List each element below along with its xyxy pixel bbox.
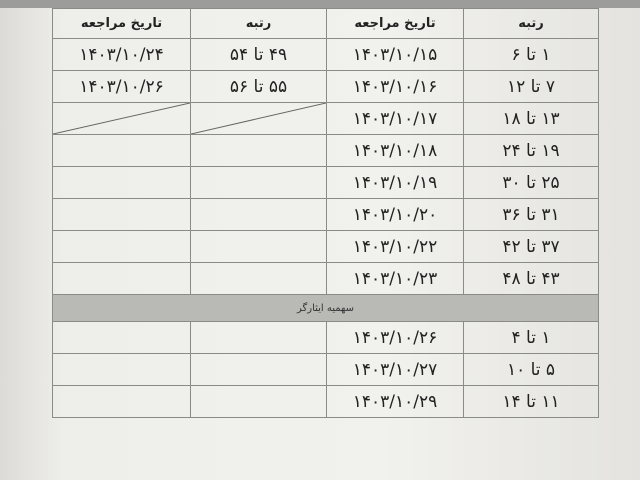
table-cell (52, 198, 191, 231)
table-cell: ۳۷ تا ۴۲ (463, 230, 599, 263)
crossed-out-cell (190, 102, 327, 135)
header-rank: رتبه (463, 8, 599, 39)
diagonal-line (53, 103, 190, 134)
table-row: ۱ تا ۶ ۱۴۰۳/۱۰/۱۵ ۴۹ تا ۵۴ ۱۴۰۳/۱۰/۲۴ (52, 38, 599, 71)
table-row: ۱۳ تا ۱۸ ۱۴۰۳/۱۰/۱۷ (52, 102, 599, 135)
table-cell: ۱۴۰۳/۱۰/۲۳ (326, 262, 464, 295)
table-cell (190, 134, 327, 167)
table-cell: ۱۴۰۳/۱۰/۲۰ (326, 198, 464, 231)
table-cell: ۳۱ تا ۳۶ (463, 198, 599, 231)
table-row: ۵ تا ۱۰ ۱۴۰۳/۱۰/۲۷ (52, 353, 599, 386)
table-cell (52, 134, 191, 167)
table-cell: ۱۴۰۳/۱۰/۱۹ (326, 166, 464, 199)
table-cell (52, 385, 191, 418)
table-cell (52, 166, 191, 199)
table-row: ۳۱ تا ۳۶ ۱۴۰۳/۱۰/۲۰ (52, 198, 599, 231)
table-row: ۴۳ تا ۴۸ ۱۴۰۳/۱۰/۲۳ (52, 262, 599, 295)
table-row: ۱۹ تا ۲۴ ۱۴۰۳/۱۰/۱۸ (52, 134, 599, 167)
table-cell: ۱۴۰۳/۱۰/۲۶ (326, 321, 464, 354)
table-cell: ۱۹ تا ۲۴ (463, 134, 599, 167)
table-cell (190, 321, 327, 354)
table-row: ۱ تا ۴ ۱۴۰۳/۱۰/۲۶ (52, 321, 599, 354)
table-cell (190, 353, 327, 386)
table-cell: ۱۴۰۳/۱۰/۱۵ (326, 38, 464, 71)
table-row: ۲۵ تا ۳۰ ۱۴۰۳/۱۰/۱۹ (52, 166, 599, 199)
table-cell: ۷ تا ۱۲ (463, 70, 599, 103)
section-row: سهمیه ایثارگر (52, 294, 599, 322)
table-cell: ۵۵ تا ۵۶ (190, 70, 327, 103)
table-cell: ۱ تا ۴ (463, 321, 599, 354)
crossed-out-cell (52, 102, 191, 135)
table-row: ۷ تا ۱۲ ۱۴۰۳/۱۰/۱۶ ۵۵ تا ۵۶ ۱۴۰۳/۱۰/۲۶ (52, 70, 599, 103)
table-cell: ۱۱ تا ۱۴ (463, 385, 599, 418)
table-row: ۱۱ تا ۱۴ ۱۴۰۳/۱۰/۲۹ (52, 385, 599, 418)
table-cell: ۱۴۰۳/۱۰/۲۴ (52, 38, 191, 71)
table-cell (190, 166, 327, 199)
table-cell (52, 230, 191, 263)
table-cell: ۱۴۰۳/۱۰/۲۲ (326, 230, 464, 263)
table-cell: ۴۳ تا ۴۸ (463, 262, 599, 295)
top-band (0, 0, 640, 8)
header-rank: رتبه (190, 8, 327, 39)
diagonal-line (191, 103, 326, 134)
table-cell (190, 230, 327, 263)
table-cell: ۴۹ تا ۵۴ (190, 38, 327, 71)
table-cell: ۱۴۰۳/۱۰/۱۸ (326, 134, 464, 167)
table-cell (52, 262, 191, 295)
table-cell: ۱۴۰۳/۱۰/۲۷ (326, 353, 464, 386)
table-cell (190, 385, 327, 418)
table-cell: ۱۳ تا ۱۸ (463, 102, 599, 135)
header-row: رتبه تاریخ مراجعه رتبه تاریخ مراجعه (52, 8, 599, 39)
table-cell: ۲۵ تا ۳۰ (463, 166, 599, 199)
table-cell: ۱۴۰۳/۱۰/۲۹ (326, 385, 464, 418)
schedule-table: رتبه تاریخ مراجعه رتبه تاریخ مراجعه ۱ تا… (52, 8, 599, 418)
header-date: تاریخ مراجعه (52, 8, 191, 39)
table-cell: ۱۴۰۳/۱۰/۱۷ (326, 102, 464, 135)
table-cell: ۵ تا ۱۰ (463, 353, 599, 386)
table-cell: ۱ تا ۶ (463, 38, 599, 71)
table-cell (52, 353, 191, 386)
table-cell (52, 321, 191, 354)
table-cell: ۱۴۰۳/۱۰/۱۶ (326, 70, 464, 103)
table-cell (190, 198, 327, 231)
table-row: ۳۷ تا ۴۲ ۱۴۰۳/۱۰/۲۲ (52, 230, 599, 263)
table-cell: ۱۴۰۳/۱۰/۲۶ (52, 70, 191, 103)
table-cell (190, 262, 327, 295)
header-date: تاریخ مراجعه (326, 8, 464, 39)
section-title: سهمیه ایثارگر (52, 294, 599, 322)
